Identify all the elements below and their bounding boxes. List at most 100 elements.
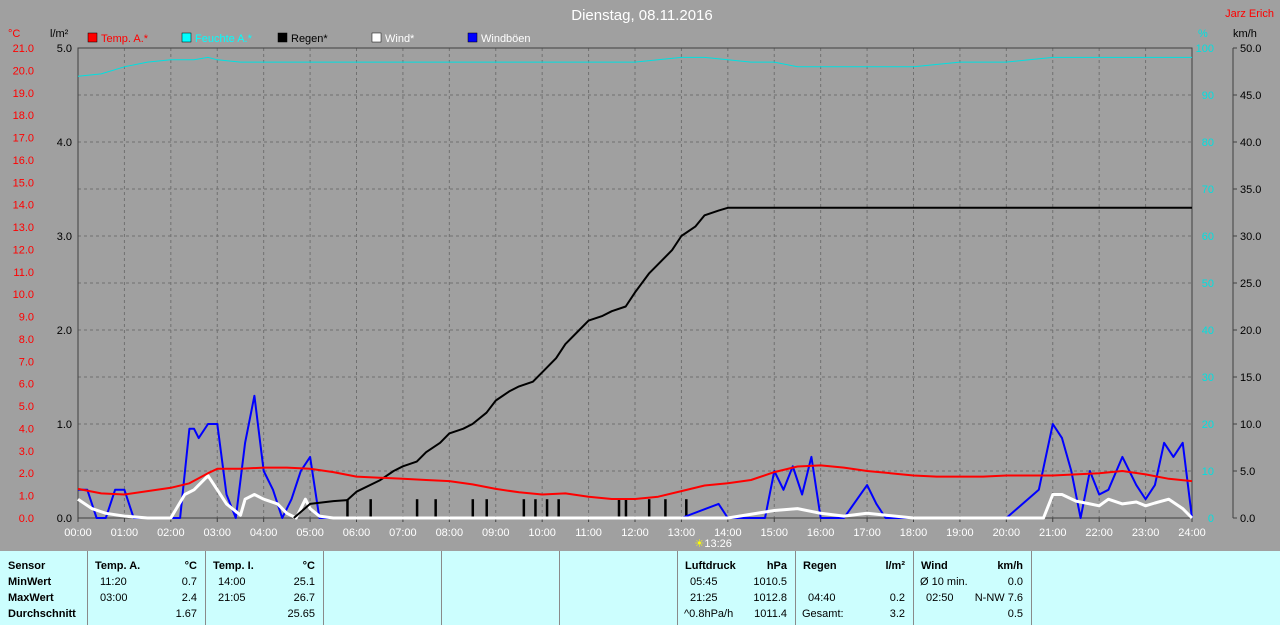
x-tick-label: 23:00	[1132, 527, 1160, 539]
rain-axis-unit: l/m²	[50, 28, 69, 40]
x-tick-label: 21:00	[1039, 527, 1067, 539]
x-tick-label: 01:00	[111, 527, 139, 539]
temp-tick-label: 8.0	[19, 334, 34, 346]
legend-label-rain: Regen*	[291, 33, 328, 45]
series-line-gusts	[78, 394, 1193, 519]
chart-grid	[78, 48, 1192, 518]
rain-event-bars	[346, 499, 688, 518]
wind-min-label: Ø 10 min.	[920, 576, 968, 588]
rain-event-bar	[415, 499, 419, 518]
sun-icon: ☀	[694, 538, 704, 550]
temp-tick-label: 7.0	[19, 356, 34, 368]
header-pressure-unit: hPa	[766, 560, 787, 572]
rain-tick-label: 0.0	[57, 513, 72, 525]
pressure-trend: ^0.8hPa/h	[684, 608, 734, 620]
temp-tick-label: 13.0	[13, 222, 34, 234]
weather-chart: Dienstag, 08.11.2016 Jarz Erich °C l/m² …	[8, 7, 1274, 550]
humidity-tick-label: 70	[1202, 184, 1214, 196]
tick-labels: 00:00 01:00 02:00 03:00 04:00 05:00 06:00 07:00…	[13, 43, 1262, 539]
x-tick-label: 10:00	[528, 527, 556, 539]
statistics-panel: Sensor MinWert MaxWert Durchschnitt Temp…	[0, 551, 1280, 625]
stats-col-wind: Wind km/h Ø 10 min. 0.0 02:50 N-NW 7.6 0…	[914, 551, 1032, 625]
pressure-min-time: 05:45	[690, 576, 718, 588]
wind-tick-label: 40.0	[1240, 137, 1261, 149]
x-tick-label: 13:00	[668, 527, 696, 539]
temp-tick-label: 4.0	[19, 423, 34, 435]
wind-max-dir: N-NW 7.6	[974, 592, 1023, 604]
temp-axis-unit: °C	[8, 28, 20, 40]
stats-col-temp-a: Temp. A. °C 11:20 0.7 03:00 2.4 1.67	[88, 551, 206, 625]
legend-label-humidity: Feuchte A.*	[195, 33, 253, 45]
x-tick-label: 20:00	[993, 527, 1021, 539]
temp-a-min-time: 11:20	[100, 576, 127, 588]
stats-col-empty-3	[560, 551, 678, 625]
x-tick-label: 00:00	[64, 527, 92, 539]
rain-event-bar	[346, 499, 349, 518]
stats-col-empty-1	[324, 551, 442, 625]
pressure-avg: 1011.4	[754, 608, 787, 620]
humidity-tick-label: 30	[1202, 372, 1214, 384]
temp-tick-label: 5.0	[19, 401, 34, 413]
humidity-axis-unit: %	[1198, 28, 1208, 40]
x-tick-label: 07:00	[389, 527, 417, 539]
temp-tick-label: 2.0	[19, 468, 34, 480]
x-tick-label: 14:00	[714, 527, 742, 539]
rain-max: 0.2	[889, 592, 905, 604]
humidity-tick-label: 10	[1202, 466, 1214, 478]
wind-tick-label: 0.0	[1240, 513, 1255, 525]
wind-axis-unit: km/h	[1233, 28, 1257, 40]
humidity-tick-label: 90	[1202, 90, 1214, 102]
temp-tick-label: 9.0	[19, 312, 34, 324]
temp-tick-label: 11.0	[13, 267, 34, 279]
chart-series	[77, 56, 1194, 520]
rain-event-bar	[534, 499, 537, 518]
legend-swatch-temp	[87, 32, 98, 43]
series-line-temperature	[77, 464, 1193, 500]
legend-swatch-humidity	[181, 32, 192, 43]
rain-event-bar	[685, 499, 688, 518]
time-marker: ☀ 13:26	[694, 538, 732, 550]
header-wind-unit: km/h	[997, 560, 1023, 572]
x-tick-label: 06:00	[343, 527, 371, 539]
rain-tick-label: 5.0	[57, 43, 72, 55]
row-label-min: MinWert	[8, 576, 52, 588]
temp-tick-label: 18.0	[13, 110, 34, 122]
temp-a-avg: 1.67	[175, 608, 197, 620]
humidity-tick-label: 0	[1208, 513, 1214, 525]
rain-max-time: 04:40	[808, 592, 836, 604]
rain-event-bar	[485, 499, 488, 518]
temp-i-max-time: 21:05	[218, 592, 246, 604]
header-rain-unit: l/m²	[885, 560, 905, 572]
humidity-tick-label: 50	[1202, 278, 1214, 290]
header-pressure: Luftdruck	[685, 560, 736, 572]
wind-tick-label: 5.0	[1240, 466, 1255, 478]
temp-tick-label: 6.0	[19, 379, 34, 391]
temp-tick-label: 19.0	[13, 88, 34, 100]
author-label: Jarz Erich	[1225, 8, 1274, 20]
x-tick-label: 15:00	[760, 527, 788, 539]
header-temp-i: Temp. I.	[213, 560, 254, 572]
rain-tick-label: 2.0	[57, 325, 72, 337]
rain-event-bar	[557, 499, 560, 518]
temp-a-min: 0.7	[181, 576, 197, 588]
header-temp-i-unit: °C	[302, 560, 315, 572]
x-tick-label: 04:00	[250, 527, 278, 539]
temp-tick-label: 17.0	[13, 133, 34, 145]
legend-label-gust: Windböen	[481, 33, 531, 45]
rain-tick-label: 1.0	[57, 419, 72, 431]
rain-total-label: Gesamt:	[802, 608, 844, 620]
rain-tick-label: 3.0	[57, 231, 72, 243]
pressure-max: 1012.8	[753, 592, 787, 604]
pressure-min: 1010.5	[753, 576, 787, 588]
humidity-tick-label: 60	[1202, 231, 1214, 243]
wind-min: 0.0	[1007, 576, 1023, 588]
wind-tick-label: 35.0	[1240, 184, 1261, 196]
legend-label-wind: Wind*	[385, 33, 415, 45]
x-tick-label: 19:00	[946, 527, 974, 539]
stats-col-empty-2	[442, 551, 560, 625]
header-temp-a: Temp. A.	[95, 560, 141, 572]
temp-tick-label: 16.0	[13, 155, 34, 167]
header-wind: Wind	[921, 560, 948, 572]
chart-title: Dienstag, 08.11.2016	[571, 7, 713, 24]
x-tick-label: 24:00	[1178, 527, 1206, 539]
